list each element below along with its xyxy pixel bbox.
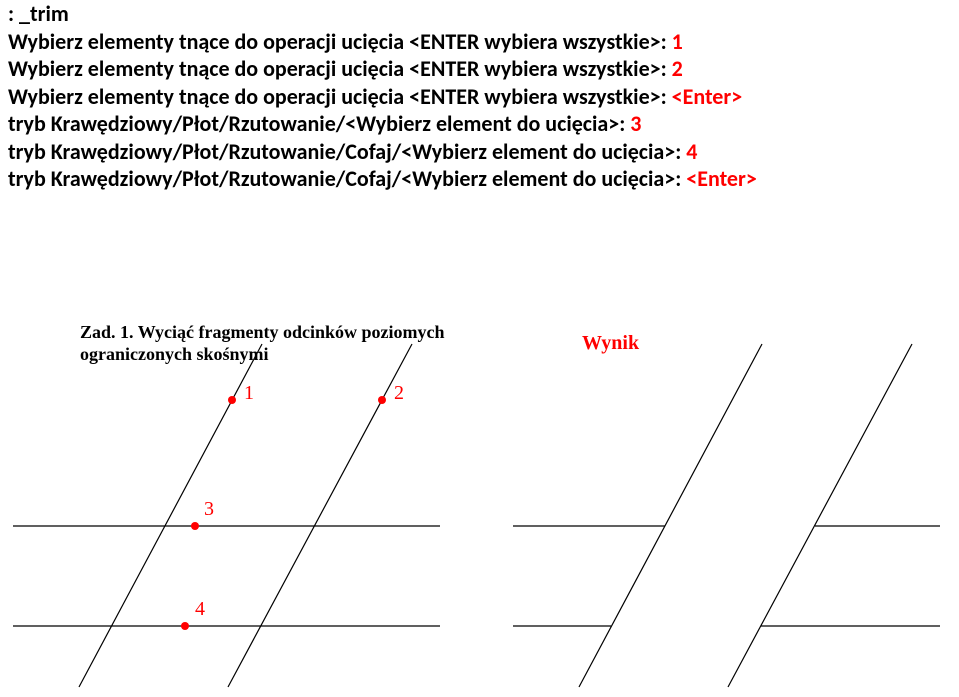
prompt-input: 2 — [672, 55, 683, 82]
point-4 — [181, 622, 189, 630]
prompt-text: tryb Krawędziowy/Płot/Rzutowanie/Cofaj/<… — [8, 138, 686, 165]
prompt-line-6: tryb Krawędziowy/Płot/Rzutowanie/Cofaj/<… — [8, 165, 951, 193]
diag-right — [228, 344, 412, 687]
cmd-prefix: : — [8, 0, 19, 27]
diag-left — [79, 344, 262, 687]
prompt-line-1: Wybierz elementy tnące do operacji ucięc… — [8, 28, 951, 56]
prompt-line-2: Wybierz elementy tnące do operacji ucięc… — [8, 55, 951, 83]
prompt-text: tryb Krawędziowy/Płot/Rzutowanie/<Wybier… — [8, 110, 630, 137]
point-1 — [228, 396, 236, 404]
prompt-text: Wybierz elementy tnące do operacji ucięc… — [8, 55, 672, 82]
prompt-line-4: tryb Krawędziowy/Płot/Rzutowanie/<Wybier… — [8, 110, 951, 138]
point-2 — [378, 396, 386, 404]
prompt-text: Wybierz elementy tnące do operacji ucięc… — [8, 83, 672, 110]
prompt-input: 1 — [672, 28, 683, 55]
left-diagram — [10, 342, 450, 692]
label-2: 2 — [394, 382, 404, 405]
right-diagram — [510, 342, 950, 692]
cmd-name: _trim — [19, 0, 69, 27]
prompt-input: 3 — [630, 110, 641, 137]
command-line: : _trim — [8, 0, 951, 28]
prompt-text: tryb Krawędziowy/Płot/Rzutowanie/Cofaj/<… — [8, 165, 686, 192]
prompt-line-3: Wybierz elementy tnące do operacji ucięc… — [8, 83, 951, 111]
prompt-input: <Enter> — [672, 83, 743, 110]
prompt-input: <Enter> — [686, 165, 757, 192]
label-1: 1 — [244, 382, 254, 405]
label-3: 3 — [204, 498, 214, 521]
prompt-text: Wybierz elementy tnące do operacji ucięc… — [8, 28, 672, 55]
diag-right — [728, 344, 912, 687]
task-title-line1: Zad. 1. Wyciąć fragmenty odcinków poziom… — [80, 322, 445, 344]
point-3 — [191, 522, 199, 530]
prompt-line-5: tryb Krawędziowy/Płot/Rzutowanie/Cofaj/<… — [8, 138, 951, 166]
diag-left — [579, 344, 762, 687]
diagram-area: Zad. 1. Wyciąć fragmenty odcinków poziom… — [0, 322, 959, 697]
label-4: 4 — [195, 598, 205, 621]
prompt-input: 4 — [686, 138, 697, 165]
